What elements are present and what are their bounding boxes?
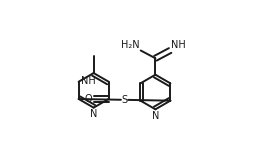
Text: H₂N: H₂N bbox=[121, 40, 139, 50]
Text: N: N bbox=[90, 109, 97, 119]
Text: O: O bbox=[85, 94, 93, 104]
Text: NH: NH bbox=[81, 76, 95, 86]
Text: N: N bbox=[152, 111, 159, 121]
Text: S: S bbox=[121, 95, 128, 105]
Text: NH: NH bbox=[172, 40, 186, 50]
